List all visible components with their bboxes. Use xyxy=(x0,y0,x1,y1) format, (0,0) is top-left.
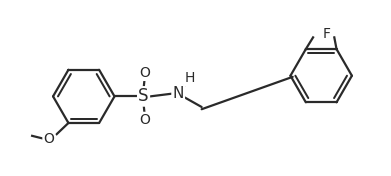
Text: O: O xyxy=(139,66,150,80)
Text: O: O xyxy=(43,132,54,146)
Text: S: S xyxy=(138,87,149,105)
Text: O: O xyxy=(139,113,150,127)
Text: H: H xyxy=(184,71,195,85)
Text: F: F xyxy=(323,27,331,41)
Text: N: N xyxy=(172,86,184,101)
